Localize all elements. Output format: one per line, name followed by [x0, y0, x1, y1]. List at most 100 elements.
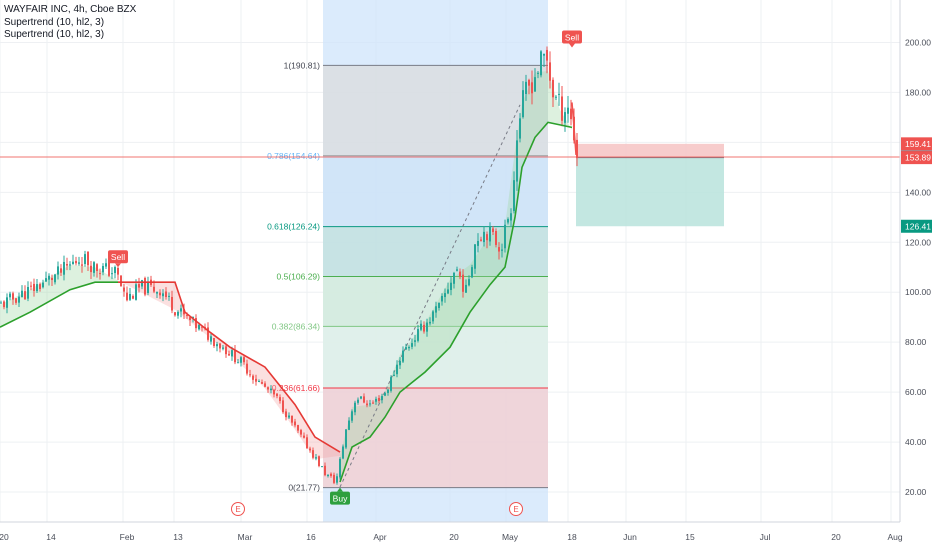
fib-level-label: 0(21.77)	[288, 483, 320, 493]
candle	[318, 456, 320, 466]
candle	[312, 450, 314, 458]
candle	[306, 437, 308, 449]
candle	[27, 286, 29, 299]
trend-line	[339, 104, 521, 488]
time-tick-label: 13	[173, 532, 183, 542]
candle	[492, 228, 494, 233]
price-badge-text: 126.41	[905, 221, 931, 231]
candle	[84, 254, 86, 264]
price-axis-badge: 126.41	[901, 219, 932, 233]
price-axis-bg	[900, 0, 932, 550]
candle	[372, 402, 374, 404]
price-tick-label: 120.00	[905, 237, 931, 247]
candle	[327, 474, 329, 477]
candle	[534, 77, 536, 92]
time-tick-label: 20	[831, 532, 841, 542]
candle	[219, 343, 221, 349]
candle	[504, 224, 506, 249]
candle	[549, 62, 551, 81]
candle	[75, 260, 77, 264]
candle	[195, 318, 197, 329]
candle	[576, 139, 578, 159]
candle	[270, 388, 272, 391]
candle	[321, 466, 323, 468]
candle	[6, 297, 8, 308]
price-axis-badge: 153.89	[901, 151, 932, 165]
candle	[24, 291, 26, 300]
earnings-marker[interactable]: E	[509, 502, 523, 516]
candle	[402, 350, 404, 362]
candle	[462, 274, 464, 292]
candle	[468, 279, 470, 286]
legend-indicator-2[interactable]: Supertrend (10, hl2, 3)	[4, 29, 105, 40]
candle	[447, 289, 449, 294]
candle	[54, 274, 56, 283]
candle	[480, 239, 482, 241]
candle	[273, 389, 275, 395]
candle	[117, 267, 119, 275]
candle	[264, 383, 266, 387]
time-tick-label: 16	[306, 532, 316, 542]
candle	[336, 476, 338, 483]
time-tick-label: May	[502, 532, 519, 542]
supertrend-down-fill	[118, 280, 340, 460]
candle	[387, 389, 389, 393]
candle	[168, 295, 170, 297]
fib-level-label: 0.5(106.29)	[277, 272, 321, 282]
time-tick-label: Jul	[760, 532, 771, 542]
fib-level-label: 0.618(126.24)	[267, 222, 320, 232]
candle	[435, 306, 437, 313]
price-tick-label: 100.00	[905, 287, 931, 297]
time-tick-label: 14	[46, 532, 56, 542]
candle	[39, 284, 41, 290]
candle	[108, 261, 110, 276]
candle	[522, 90, 524, 118]
candle	[309, 448, 311, 451]
candle	[15, 298, 17, 303]
candle	[60, 268, 62, 273]
candle	[162, 293, 164, 297]
price-tick-label: 20.00	[905, 487, 927, 497]
time-tick-label: Mar	[238, 532, 253, 542]
candle	[546, 49, 548, 61]
sell-signal: Sell	[562, 30, 582, 48]
candle	[465, 284, 467, 293]
legend-title: WAYFAIR INC, 4h, Cboe BZX	[4, 4, 137, 15]
candle	[123, 287, 125, 292]
candle	[165, 291, 167, 298]
candle	[63, 261, 65, 275]
candle	[159, 292, 161, 296]
candle	[147, 281, 149, 294]
candle	[21, 290, 23, 298]
candle	[171, 296, 173, 311]
candle	[120, 275, 122, 287]
earnings-marker[interactable]: E	[231, 502, 245, 516]
candle	[339, 458, 341, 478]
candle	[525, 81, 527, 95]
candle	[33, 283, 35, 291]
candle	[210, 336, 212, 342]
candle	[471, 267, 473, 278]
candle	[246, 363, 248, 374]
candle	[444, 293, 446, 298]
candle	[342, 446, 344, 459]
legend-indicator-1[interactable]: Supertrend (10, hl2, 3)	[4, 16, 105, 28]
candle	[249, 374, 251, 376]
fib-band	[323, 326, 548, 388]
candle	[234, 349, 236, 363]
candle	[126, 292, 128, 301]
supertrend-up-line	[0, 281, 118, 328]
fib-level-label: 0.786(154.64)	[267, 151, 320, 161]
time-tick-label: 15	[685, 532, 695, 542]
sell-signal: Sell	[108, 250, 128, 268]
price-badge-text: 153.89	[905, 153, 931, 163]
candle	[252, 375, 254, 380]
candle	[111, 273, 113, 275]
last-move-line	[571, 102, 577, 155]
candle	[261, 382, 263, 384]
candle	[180, 308, 182, 312]
buy-signal: Buy	[330, 487, 350, 505]
candle	[513, 180, 515, 212]
